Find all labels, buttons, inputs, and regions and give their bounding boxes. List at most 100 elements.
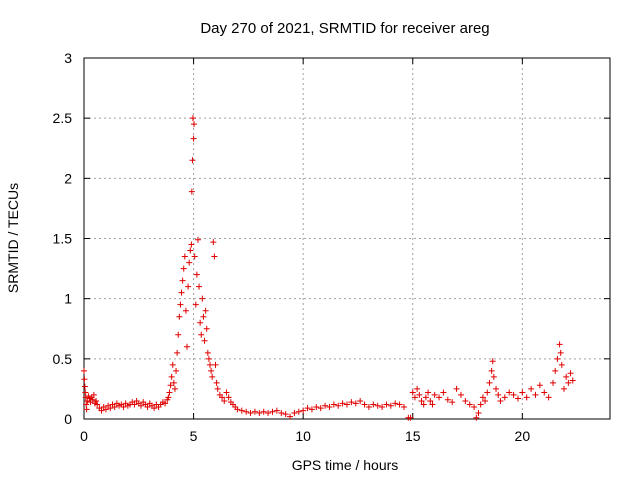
data-point: [102, 406, 109, 413]
data-point: [175, 331, 182, 338]
data-point: [557, 349, 564, 356]
data-point: [210, 239, 217, 246]
y-tick-label: 2.5: [53, 110, 73, 126]
data-point: [213, 379, 220, 386]
data-point: [541, 389, 548, 396]
data-point: [111, 403, 118, 410]
data-point: [212, 361, 219, 368]
data-point: [166, 389, 173, 396]
data-point: [473, 414, 480, 421]
data-point: [563, 373, 570, 380]
data-point: [260, 408, 267, 415]
data-point: [420, 401, 427, 408]
data-point: [189, 157, 196, 164]
data-point: [370, 401, 377, 408]
data-point: [234, 406, 241, 413]
data-point: [416, 391, 423, 398]
data-point: [144, 403, 151, 410]
data-point: [202, 307, 209, 314]
data-point: [187, 247, 194, 254]
data-point: [174, 349, 181, 356]
data-point: [211, 253, 218, 260]
data-point: [422, 394, 429, 401]
data-point: [188, 241, 195, 248]
data-point: [514, 395, 521, 402]
data-point: [82, 394, 89, 401]
data-point: [344, 401, 350, 408]
data-point: [137, 402, 144, 409]
data-point: [182, 307, 189, 314]
data-point: [339, 400, 346, 407]
data-point: [444, 396, 451, 403]
y-tick-label: 0.5: [53, 351, 73, 367]
x-tick-label: 20: [515, 428, 531, 444]
plot-frame: [83, 57, 611, 420]
data-point: [190, 135, 197, 142]
data-point: [374, 402, 381, 409]
data-point: [427, 397, 434, 404]
data-point: [291, 409, 298, 416]
data-point: [552, 367, 559, 374]
chart-title: Day 270 of 2021, SRMTID for receiver are…: [200, 20, 489, 37]
data-point: [287, 413, 294, 420]
data-point: [519, 389, 526, 396]
data-point: [191, 121, 198, 128]
data-point: [497, 397, 504, 404]
data-point: [269, 408, 276, 415]
data-point: [457, 391, 464, 398]
y-tick-label: 0: [64, 411, 72, 427]
data-point: [361, 401, 368, 408]
data-point: [185, 283, 192, 290]
y-tick-label: 3: [64, 50, 72, 66]
data-point: [83, 406, 90, 413]
data-point: [173, 367, 180, 374]
x-tick-label: 15: [405, 428, 421, 444]
data-point: [453, 385, 460, 392]
data-point: [556, 341, 563, 348]
data-point: [179, 277, 186, 284]
data-point: [383, 401, 390, 408]
data-point: [191, 253, 198, 260]
data-point: [493, 385, 500, 392]
data-point: [278, 409, 285, 416]
data-point: [214, 385, 221, 392]
y-tick-label: 1: [64, 291, 72, 307]
data-point: [93, 397, 100, 404]
data-point: [251, 408, 258, 415]
data-point: [414, 385, 421, 392]
data-point: [407, 414, 414, 421]
data-point: [177, 301, 184, 308]
data-point: [165, 394, 172, 401]
data-point: [317, 405, 324, 412]
data-point: [569, 377, 576, 384]
data-point: [200, 313, 207, 320]
data-point: [199, 295, 206, 302]
data-point: [204, 349, 211, 356]
data-point: [495, 391, 502, 398]
data-point: [554, 355, 561, 362]
data-point: [425, 389, 432, 396]
data-point: [471, 403, 478, 410]
data-point: [98, 407, 105, 414]
data-point: [197, 319, 204, 326]
y-tick-label: 1.5: [53, 231, 73, 247]
data-point: [486, 379, 493, 386]
data-point: [532, 391, 539, 398]
data-point: [484, 389, 491, 396]
data-point: [90, 391, 97, 398]
data-point: [247, 409, 254, 416]
data-point: [488, 367, 495, 374]
data-point: [352, 400, 359, 407]
x-tick-label: 10: [295, 428, 311, 444]
data-point: [181, 253, 188, 260]
data-point: [396, 401, 403, 408]
data-point: [192, 301, 199, 308]
data-point: [304, 405, 311, 412]
data-point: [162, 400, 169, 407]
data-point: [431, 391, 438, 398]
data-point: [256, 409, 263, 416]
data-point: [81, 367, 87, 374]
data-point: [348, 399, 355, 406]
data-point: [184, 343, 191, 350]
data-point: [170, 379, 177, 386]
